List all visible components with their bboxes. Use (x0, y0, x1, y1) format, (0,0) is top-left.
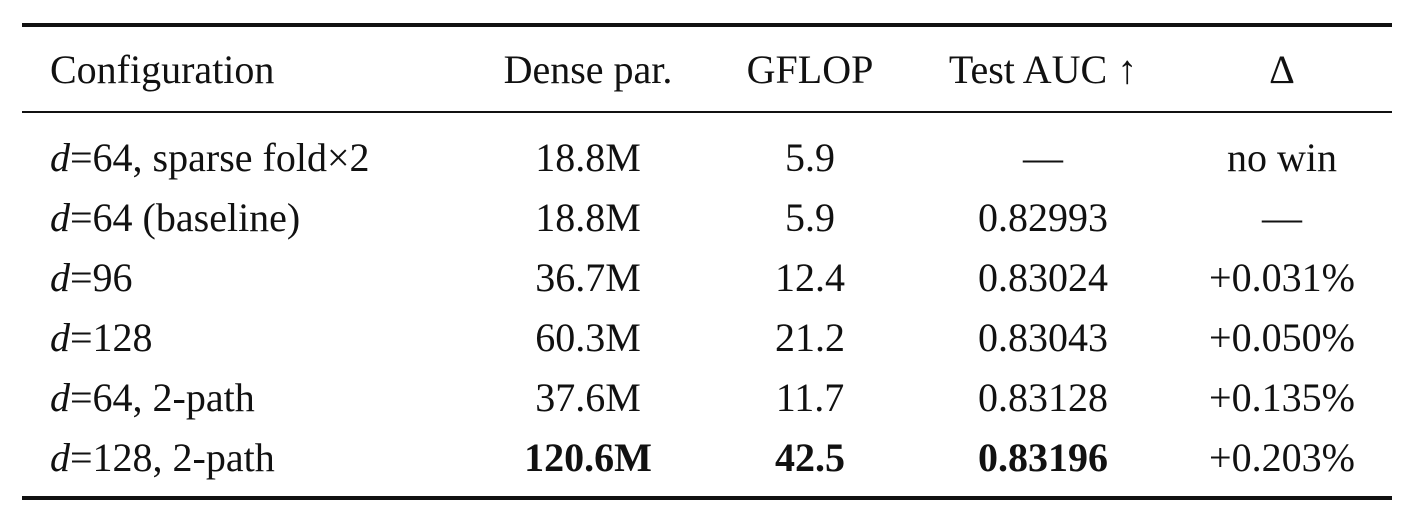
value-cell: 0.82993 (978, 195, 1108, 240)
top-rule (22, 23, 1392, 27)
value-cell: 60.3M (535, 315, 641, 360)
value-cell: 5.9 (785, 135, 835, 180)
value-cell: 36.7M (535, 255, 641, 300)
value-cell: 18.8M (535, 135, 641, 180)
config-cell: d=96 (50, 255, 133, 300)
value-cell: +0.135% (1209, 375, 1355, 420)
value-cell: — (1262, 195, 1302, 240)
config-cell: d=128, 2-path (50, 435, 275, 480)
value-cell: 0.83043 (978, 315, 1108, 360)
header-cell: Test AUC ↑ (948, 47, 1138, 92)
value-cell: 21.2 (775, 315, 845, 360)
config-cell: d=128 (50, 315, 153, 360)
header-cell: Δ (1269, 47, 1295, 92)
value-cell: +0.050% (1209, 315, 1355, 360)
value-cell: no win (1227, 135, 1337, 180)
config-cell: d=64, sparse fold×2 (50, 135, 370, 180)
value-cell: 12.4 (775, 255, 845, 300)
config-cell: d=64 (baseline) (50, 195, 301, 240)
header-cell: Configuration (50, 47, 275, 92)
value-cell: 11.7 (775, 375, 845, 420)
value-cell: 5.9 (785, 195, 835, 240)
value-cell: 0.83024 (978, 255, 1108, 300)
value-cell: 0.83196 (978, 435, 1108, 480)
header-cell: Dense par. (503, 47, 673, 92)
config-cell: d=64, 2-path (50, 375, 255, 420)
mid-rule (22, 111, 1392, 113)
bottom-rule (22, 496, 1392, 500)
value-cell: +0.031% (1209, 255, 1355, 300)
value-cell: 37.6M (535, 375, 641, 420)
value-cell: 18.8M (535, 195, 641, 240)
value-cell: +0.203% (1209, 435, 1355, 480)
value-cell: 120.6M (524, 435, 652, 480)
header-cell: GFLOP (746, 47, 874, 92)
value-cell: 42.5 (775, 435, 845, 480)
value-cell: — (1023, 135, 1063, 180)
value-cell: 0.83128 (978, 375, 1108, 420)
